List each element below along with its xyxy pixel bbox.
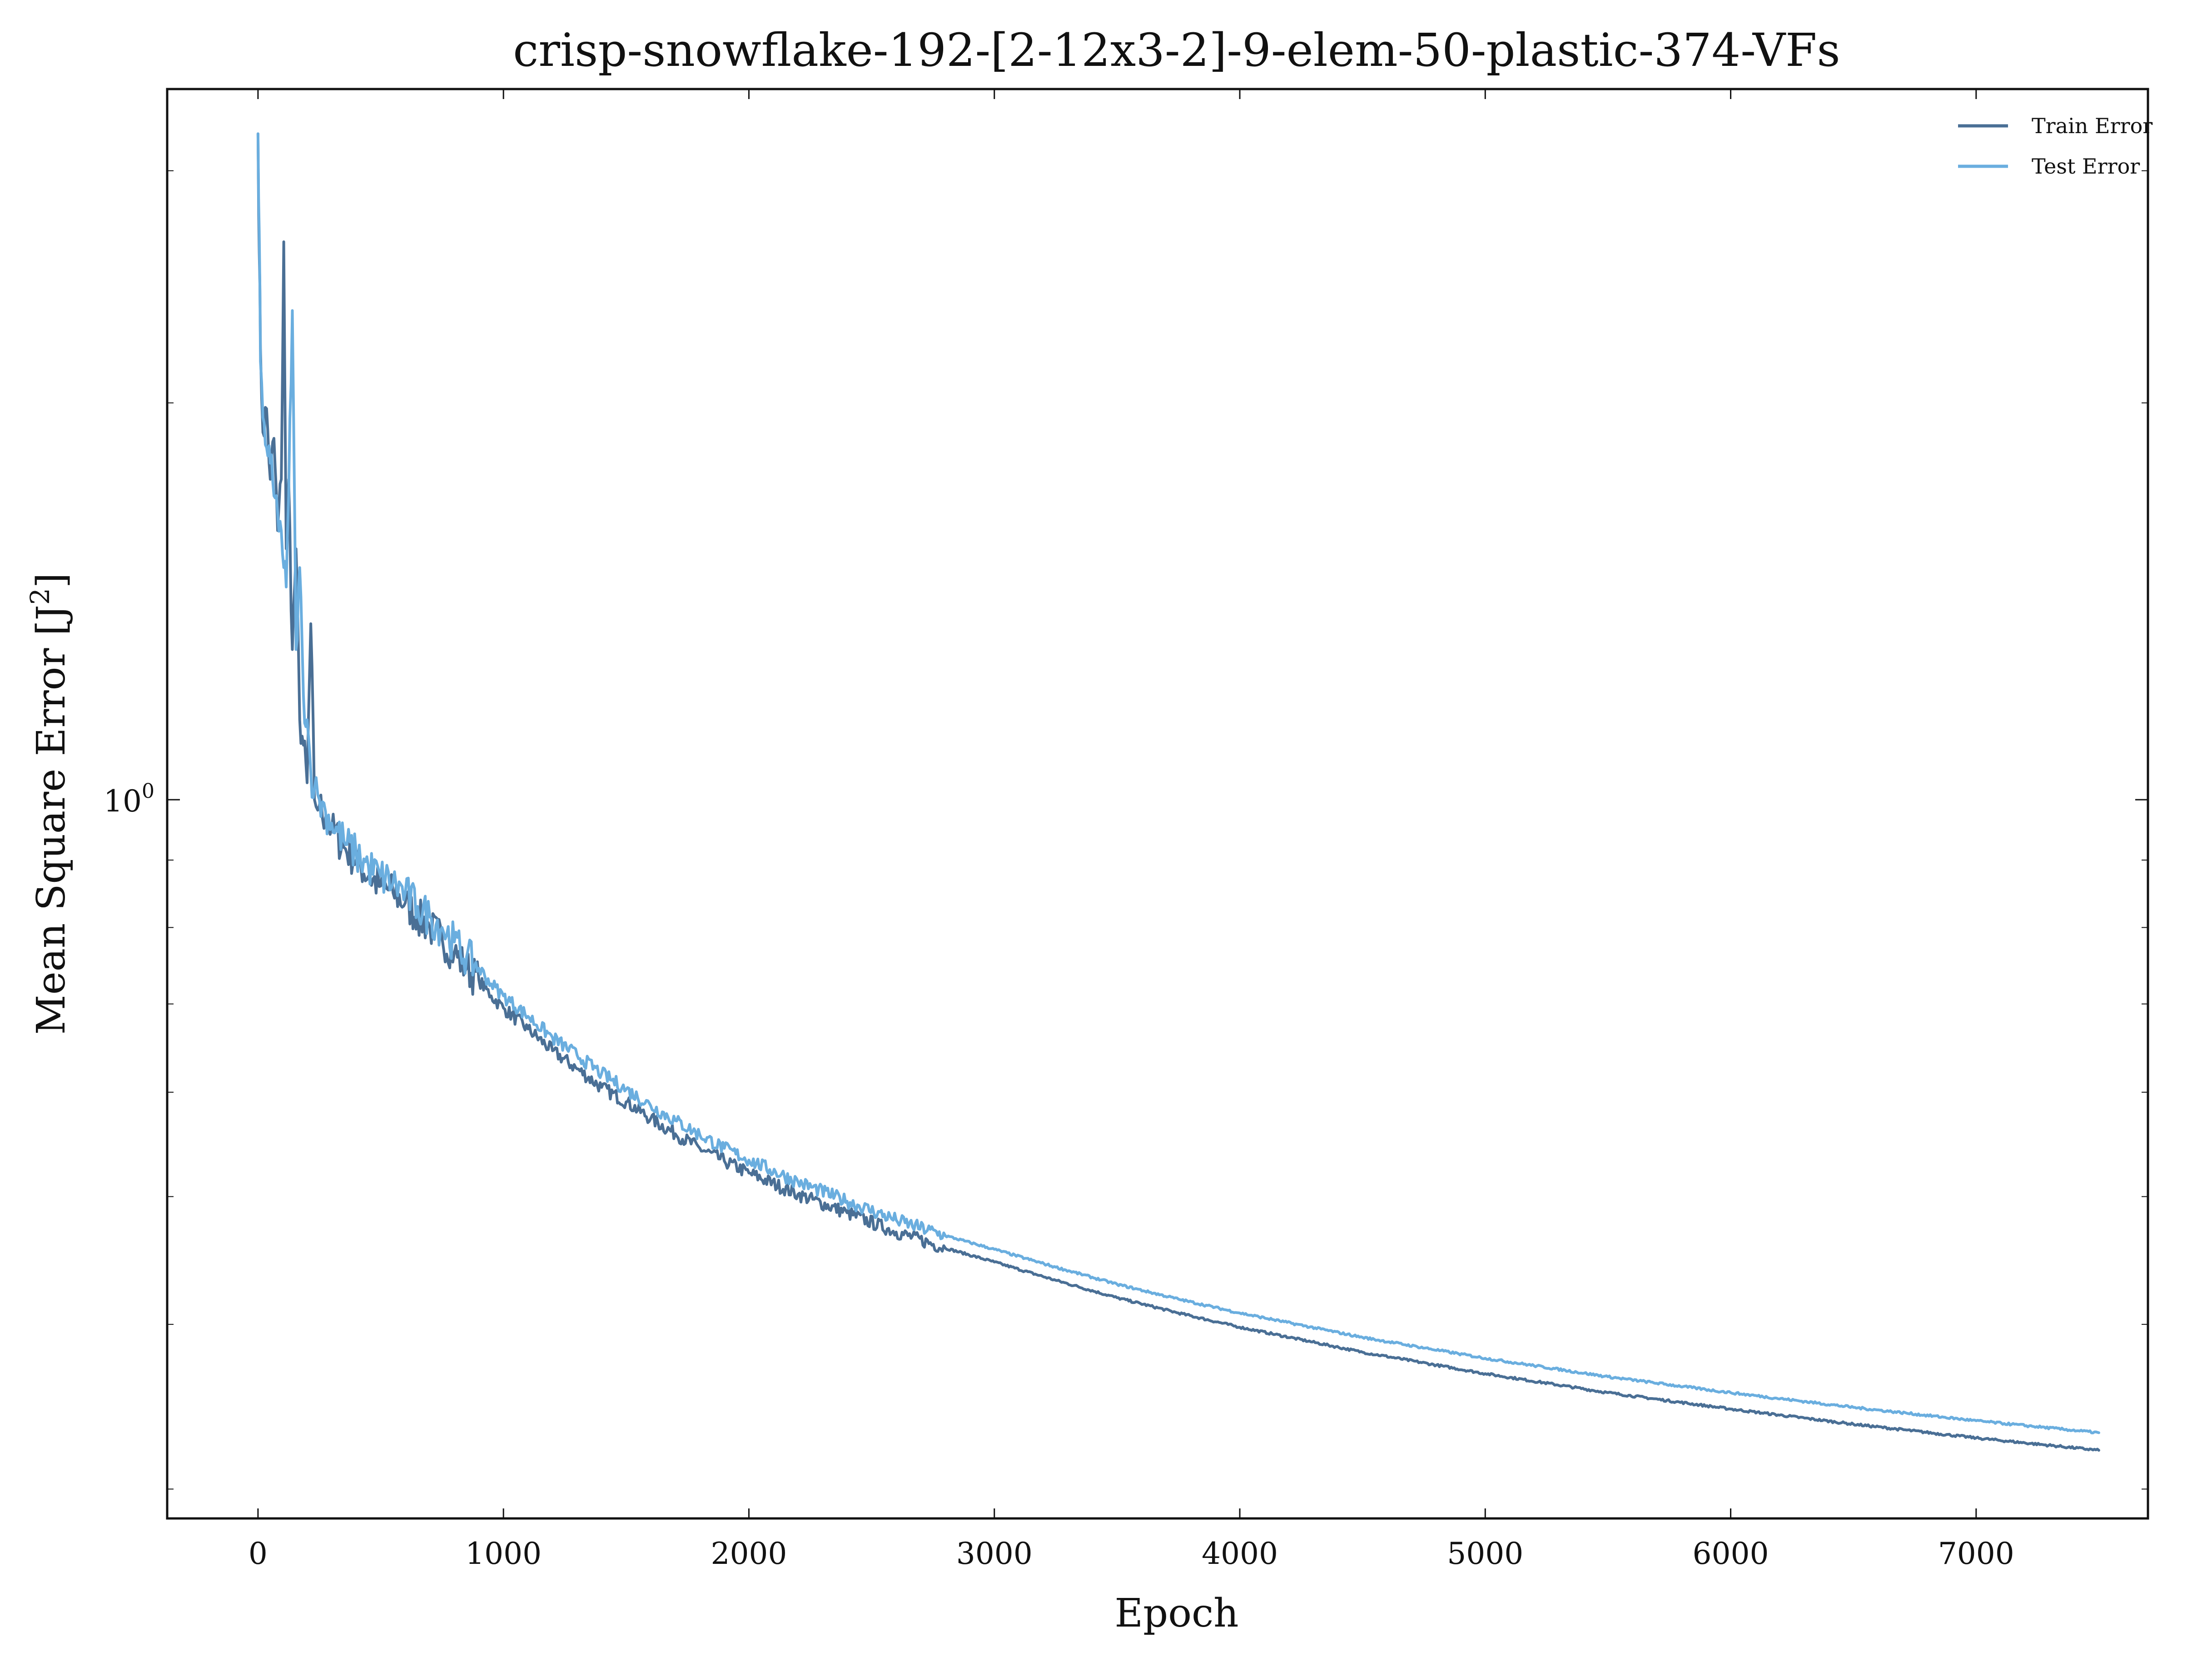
x-tick-label: 0	[249, 1536, 268, 1571]
chart-title: crisp-snowflake-192-[2-12x3-2]-9-elem-50…	[513, 24, 1840, 77]
y-tick-label: 100	[104, 780, 154, 819]
x-tick-label: 4000	[1202, 1536, 1278, 1571]
y-tick-label-exponent: 0	[142, 780, 154, 803]
series-layer	[256, 132, 2100, 1452]
series-line-test-error	[256, 132, 2100, 1434]
y-axis-label-main: Mean Square Error [J	[29, 605, 74, 1035]
x-tick-label: 7000	[1938, 1536, 2014, 1571]
legend-label-train-error: Train Error	[2032, 114, 2152, 138]
x-tick-label: 2000	[711, 1536, 787, 1571]
x-tick-label: 5000	[1447, 1536, 1523, 1571]
y-axis-label-superscript: 2	[25, 588, 55, 605]
plot-frame	[166, 88, 2149, 1520]
legend: Train Error Test Error	[1958, 114, 2152, 179]
x-tick-label: 6000	[1693, 1536, 1769, 1571]
x-tick-label: 3000	[956, 1536, 1033, 1571]
series-line-train-error	[256, 132, 2100, 1452]
y-tick-label-base: 10	[104, 784, 142, 819]
x-axis-label: Epoch	[1114, 1591, 1238, 1636]
legend-label-test-error: Test Error	[2032, 154, 2140, 179]
x-axis-ticks: 0 1000 2000 3000 4000 5000 6000 7000	[249, 89, 2014, 1571]
y-axis-label: Mean Square Error [J2]	[25, 573, 74, 1035]
y-axis-label-close: ]	[29, 573, 74, 588]
x-tick-label: 1000	[465, 1536, 542, 1571]
y-axis-ticks: 100	[104, 170, 2148, 1490]
